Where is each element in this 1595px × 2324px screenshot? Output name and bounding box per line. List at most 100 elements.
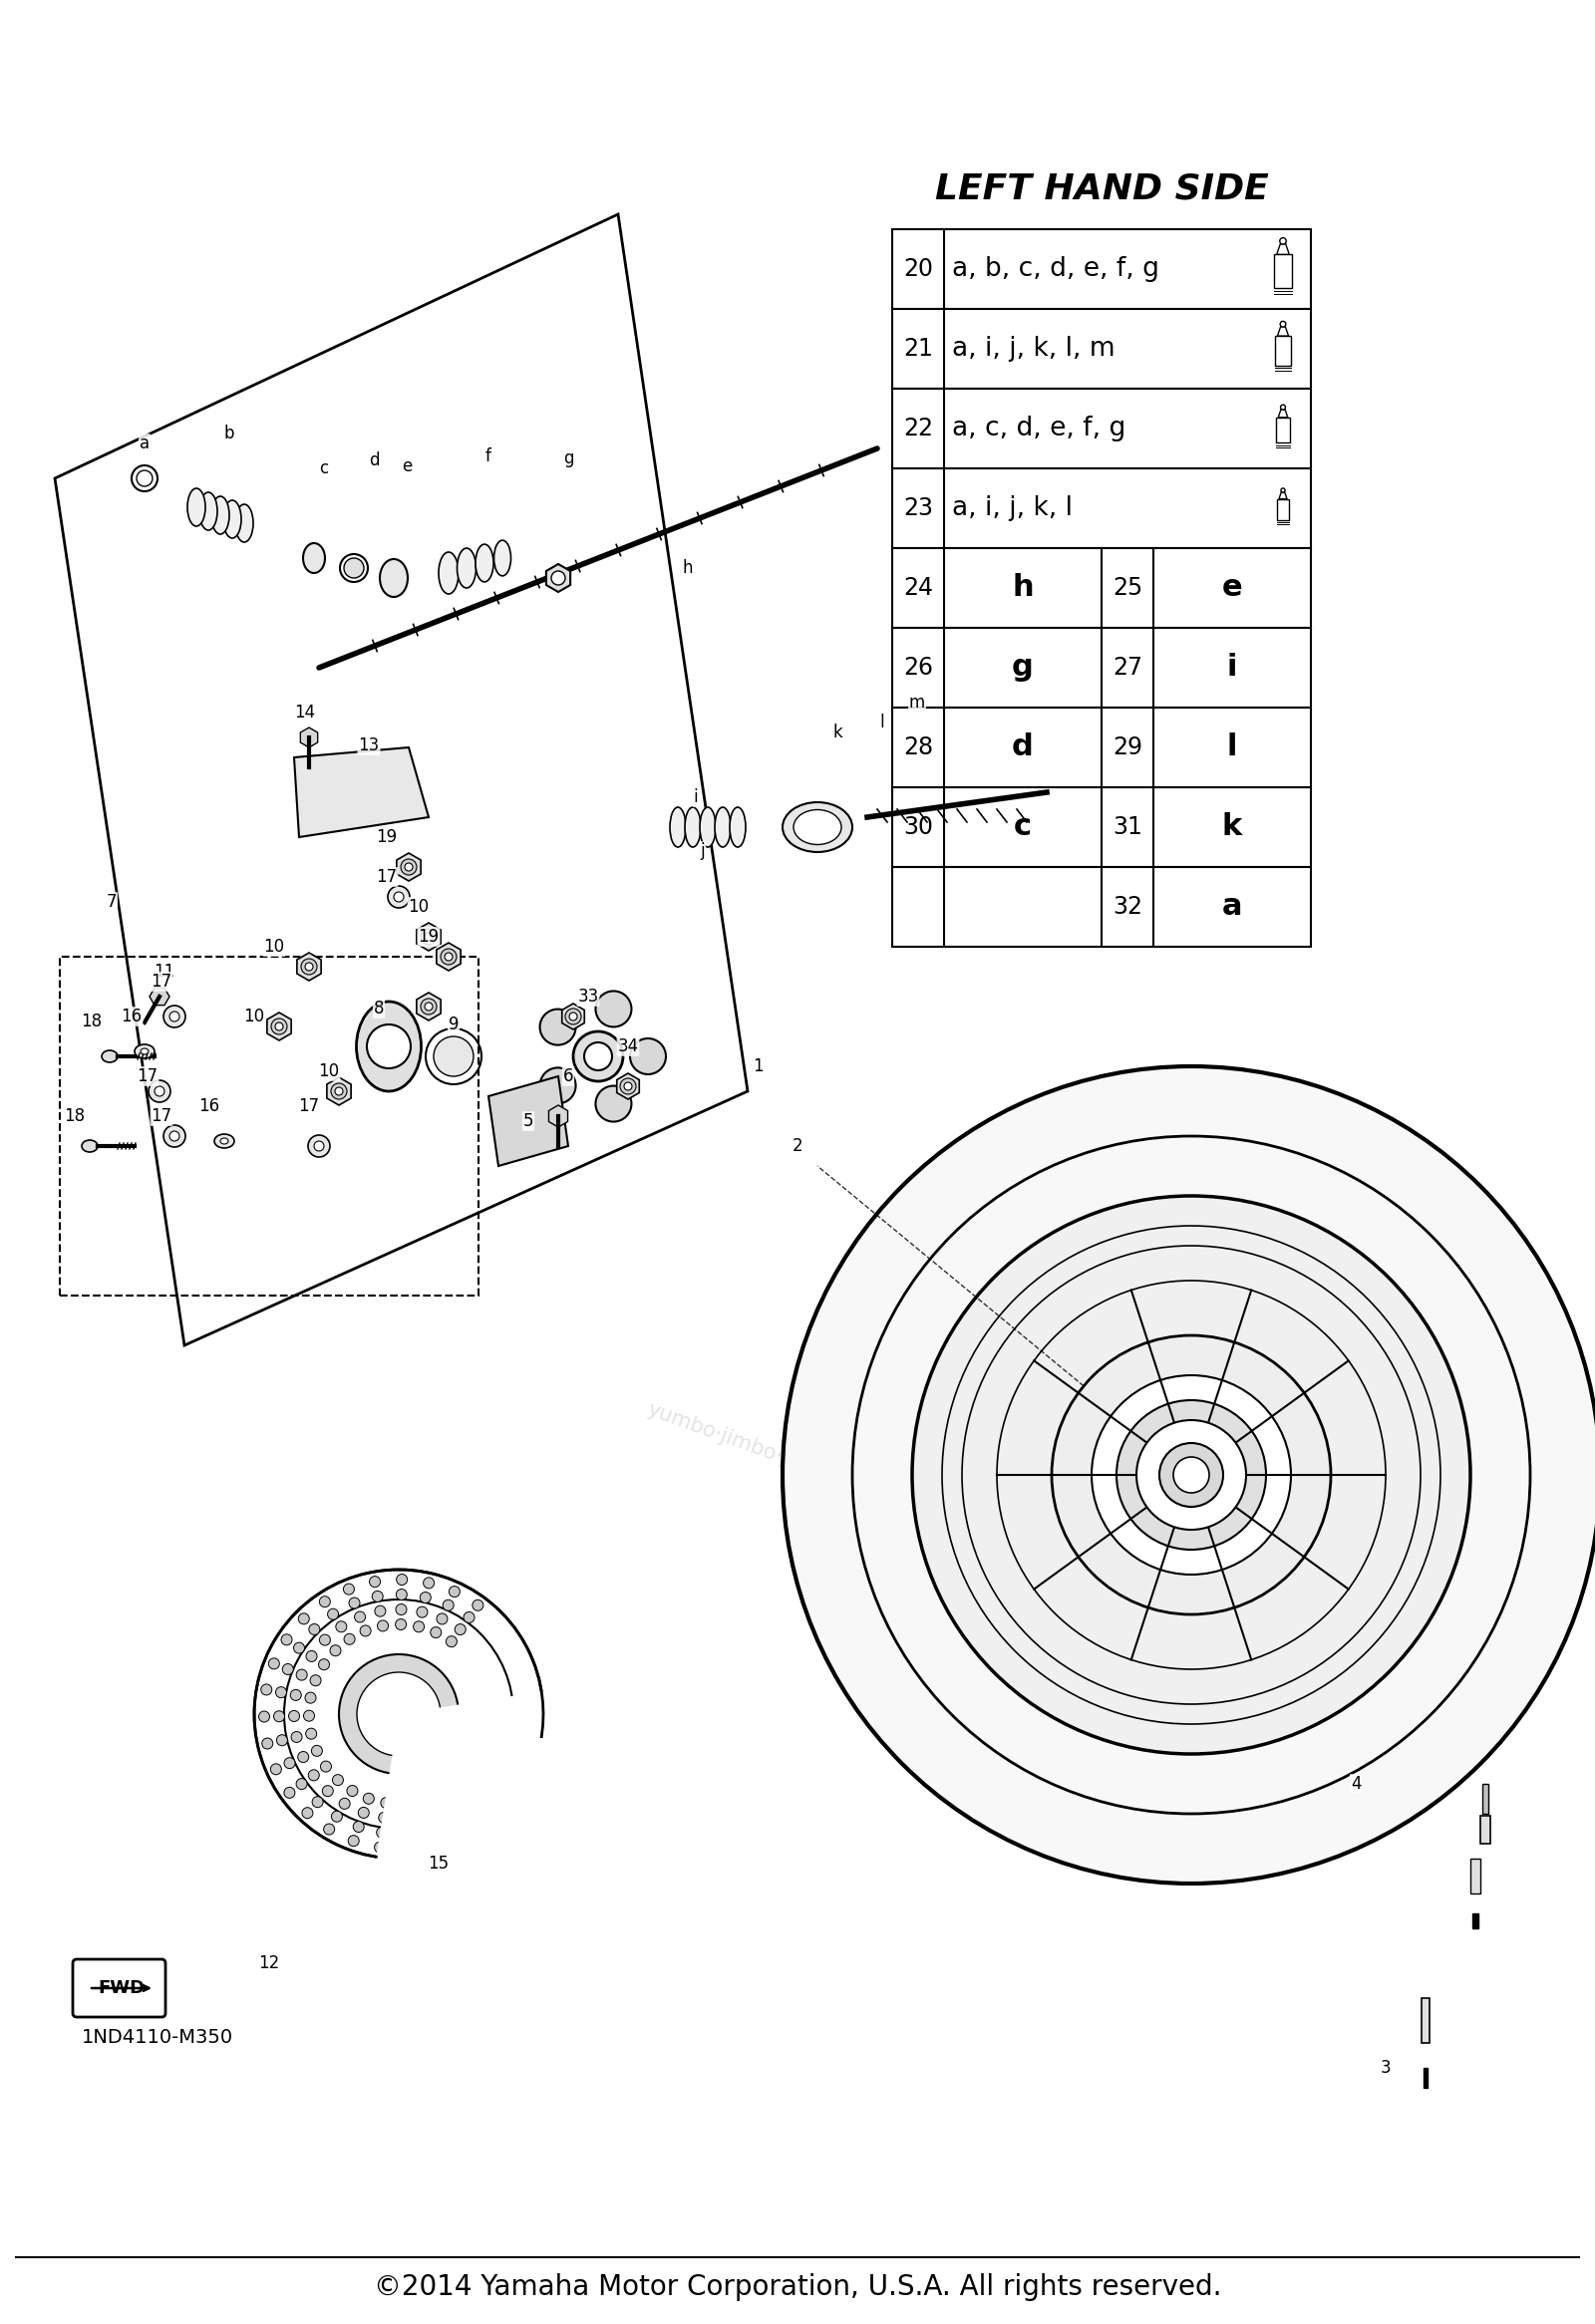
Circle shape bbox=[474, 1776, 483, 1787]
Ellipse shape bbox=[134, 1043, 155, 1057]
Text: j: j bbox=[700, 841, 705, 860]
Circle shape bbox=[309, 1676, 321, 1685]
Circle shape bbox=[1136, 1420, 1246, 1529]
Text: yumbo·jimbo·jp.com: yumbo·jimbo·jp.com bbox=[644, 1399, 852, 1490]
Text: f: f bbox=[485, 449, 491, 465]
Circle shape bbox=[423, 1578, 434, 1587]
Ellipse shape bbox=[102, 1050, 118, 1062]
Circle shape bbox=[337, 1622, 346, 1631]
Circle shape bbox=[458, 1792, 469, 1801]
Circle shape bbox=[332, 1810, 343, 1822]
Circle shape bbox=[424, 932, 432, 941]
Text: m: m bbox=[909, 693, 925, 711]
Circle shape bbox=[400, 1829, 412, 1838]
Bar bbox=[1482, 1785, 1488, 1813]
Circle shape bbox=[335, 1088, 343, 1095]
Circle shape bbox=[1116, 1399, 1266, 1550]
Circle shape bbox=[311, 1745, 322, 1757]
Text: 14: 14 bbox=[295, 704, 316, 720]
Text: 17: 17 bbox=[376, 867, 397, 885]
Circle shape bbox=[437, 1613, 448, 1624]
Circle shape bbox=[282, 1664, 293, 1676]
Text: 20: 20 bbox=[903, 258, 933, 281]
Circle shape bbox=[276, 1734, 287, 1745]
Circle shape bbox=[405, 862, 413, 872]
Circle shape bbox=[297, 1669, 308, 1680]
Circle shape bbox=[301, 960, 317, 974]
Circle shape bbox=[522, 1748, 533, 1759]
Text: 5: 5 bbox=[523, 1113, 534, 1129]
Circle shape bbox=[400, 860, 416, 876]
Circle shape bbox=[381, 1796, 392, 1808]
Ellipse shape bbox=[81, 1141, 97, 1153]
Circle shape bbox=[352, 1822, 364, 1831]
Circle shape bbox=[512, 1773, 522, 1785]
Bar bbox=[1274, 253, 1292, 288]
Text: 2: 2 bbox=[793, 1136, 802, 1155]
Circle shape bbox=[375, 1843, 386, 1852]
Circle shape bbox=[448, 1587, 459, 1597]
Circle shape bbox=[539, 1067, 576, 1104]
Ellipse shape bbox=[475, 544, 493, 581]
Circle shape bbox=[573, 1032, 624, 1081]
Text: 18: 18 bbox=[64, 1106, 85, 1125]
Circle shape bbox=[313, 1796, 324, 1808]
Circle shape bbox=[148, 1081, 171, 1102]
Circle shape bbox=[464, 1613, 475, 1622]
Circle shape bbox=[271, 1018, 287, 1034]
Circle shape bbox=[370, 1576, 380, 1587]
Text: i: i bbox=[694, 788, 699, 806]
Circle shape bbox=[1051, 1336, 1330, 1615]
Text: h: h bbox=[683, 560, 694, 576]
Text: 26: 26 bbox=[903, 655, 933, 679]
Circle shape bbox=[319, 1659, 330, 1671]
Circle shape bbox=[290, 1690, 301, 1701]
Text: 10: 10 bbox=[319, 1062, 340, 1081]
Circle shape bbox=[434, 1789, 445, 1799]
Bar bbox=[1471, 1859, 1480, 1894]
Circle shape bbox=[416, 1606, 427, 1618]
Circle shape bbox=[783, 1067, 1595, 1882]
Circle shape bbox=[343, 1583, 354, 1594]
Circle shape bbox=[376, 1827, 388, 1838]
Bar bbox=[1421, 1999, 1429, 2043]
Circle shape bbox=[396, 1604, 407, 1615]
Circle shape bbox=[485, 1785, 496, 1796]
Text: 13: 13 bbox=[359, 737, 380, 755]
Text: 25: 25 bbox=[1112, 576, 1142, 600]
Circle shape bbox=[258, 1710, 270, 1722]
Circle shape bbox=[507, 1743, 518, 1755]
Text: 3: 3 bbox=[1380, 2059, 1391, 2078]
Polygon shape bbox=[375, 1690, 553, 1868]
Ellipse shape bbox=[670, 806, 686, 846]
Circle shape bbox=[276, 1023, 284, 1030]
Circle shape bbox=[308, 1771, 319, 1780]
Polygon shape bbox=[150, 988, 169, 1006]
Circle shape bbox=[431, 1627, 442, 1638]
Circle shape bbox=[416, 1794, 427, 1806]
Polygon shape bbox=[617, 1074, 640, 1099]
Circle shape bbox=[445, 953, 453, 960]
Circle shape bbox=[396, 1590, 407, 1599]
Circle shape bbox=[274, 1710, 284, 1722]
Circle shape bbox=[447, 1815, 458, 1827]
Ellipse shape bbox=[211, 497, 230, 535]
Polygon shape bbox=[549, 1106, 568, 1127]
Circle shape bbox=[169, 1011, 179, 1023]
Circle shape bbox=[332, 1083, 348, 1099]
Text: 30: 30 bbox=[903, 816, 933, 839]
Text: a: a bbox=[1222, 892, 1243, 920]
Circle shape bbox=[375, 1606, 386, 1618]
Circle shape bbox=[493, 1741, 504, 1750]
Ellipse shape bbox=[439, 553, 459, 595]
Text: 24: 24 bbox=[903, 576, 933, 600]
Text: c: c bbox=[319, 460, 329, 476]
FancyBboxPatch shape bbox=[73, 1959, 166, 2017]
Circle shape bbox=[324, 1824, 335, 1834]
Circle shape bbox=[421, 999, 437, 1016]
Text: ©2014 Yamaha Motor Corporation, U.S.A. All rights reserved.: ©2014 Yamaha Motor Corporation, U.S.A. A… bbox=[373, 2273, 1222, 2301]
Circle shape bbox=[308, 1134, 330, 1157]
Ellipse shape bbox=[220, 1139, 228, 1143]
Circle shape bbox=[367, 1025, 412, 1069]
Bar bbox=[892, 388, 1311, 469]
